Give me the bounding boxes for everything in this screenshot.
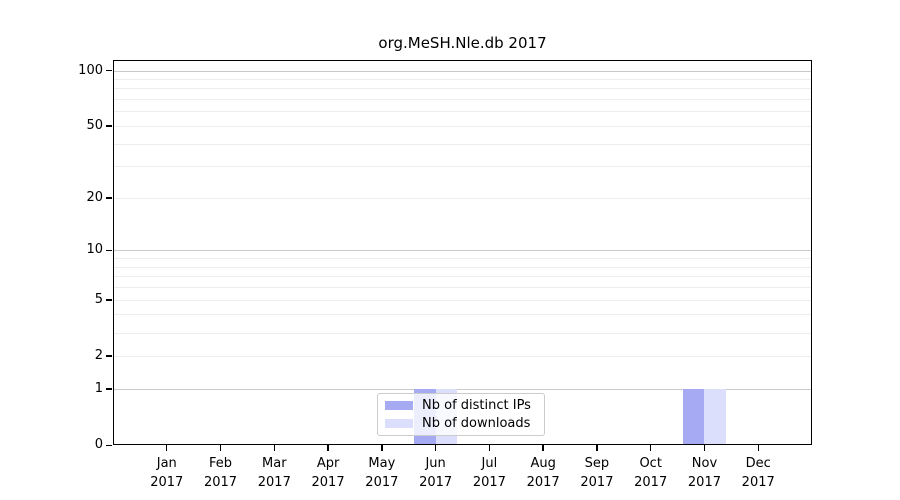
x-axis-label: Aug 2017 <box>526 456 560 490</box>
legend-item-distinct-ips: Nb of distinct IPs <box>385 398 537 413</box>
x-axis-tick <box>166 445 168 451</box>
minor-gridline <box>113 166 812 168</box>
minor-gridline <box>113 78 812 80</box>
x-axis-label: Jan 2017 <box>150 456 184 490</box>
minor-gridline <box>113 287 812 289</box>
minor-gridline <box>113 258 812 260</box>
x-axis-tick <box>596 445 598 451</box>
x-axis-label: Nov 2017 <box>687 456 721 490</box>
chart-title: org.MeSH.Nle.db 2017 <box>378 34 547 52</box>
legend-swatch-distinct-ips <box>385 401 413 410</box>
plot-area: Nb of distinct IPs Nb of downloads 100 50… <box>78 60 812 490</box>
minor-gridline <box>113 111 812 113</box>
bar-distinct-ips <box>682 388 705 445</box>
x-axis-label: Jun 2017 <box>419 456 453 490</box>
x-axis-label: Feb 2017 <box>203 456 238 490</box>
y-axis-label: 100 <box>78 62 103 78</box>
y-axis-tick <box>106 197 112 199</box>
minor-gridline <box>113 276 812 278</box>
x-axis-tick <box>273 445 275 451</box>
x-axis-label: Sep 2017 <box>580 456 614 490</box>
x-axis-label: Apr 2017 <box>311 456 345 490</box>
x-axis-tick <box>703 445 706 451</box>
x-axis-tick <box>488 445 491 451</box>
minor-gridline <box>113 125 812 127</box>
minor-gridline <box>113 88 812 90</box>
x-axis-tick <box>542 445 544 451</box>
y-axis-label: 0 <box>94 437 103 452</box>
y-axis-tick <box>106 388 112 390</box>
y-axis-label: 10 <box>86 242 103 258</box>
y-axis-tick <box>106 125 112 127</box>
plot-frame <box>113 60 812 445</box>
minor-gridline <box>113 332 812 334</box>
x-axis-label: Oct 2017 <box>634 456 668 490</box>
x-axis-label: Jul 2017 <box>472 456 506 490</box>
x-axis-tick <box>757 445 759 451</box>
minor-gridline <box>113 355 812 357</box>
legend-swatch-downloads <box>385 419 413 428</box>
x-axis-tick <box>219 445 222 451</box>
y-axis-label: 1 <box>94 380 103 396</box>
x-axis-tick <box>327 445 329 451</box>
y-axis-label: 50 <box>86 117 103 133</box>
y-axis-label: 2 <box>94 347 103 363</box>
major-gridline <box>113 388 812 390</box>
bar-downloads <box>704 388 726 445</box>
major-gridline <box>113 70 812 72</box>
legend-item-downloads: Nb of downloads <box>385 416 537 431</box>
x-axis-tick <box>649 445 652 451</box>
x-axis-label: Mar 2017 <box>257 456 291 490</box>
x-axis-tick <box>381 445 383 451</box>
y-axis-tick <box>106 70 112 72</box>
x-axis-label: Dec 2017 <box>741 456 775 490</box>
minor-gridline <box>113 143 812 145</box>
major-gridline <box>113 250 812 252</box>
y-axis-label: 20 <box>86 189 103 205</box>
y-axis-tick <box>106 249 112 252</box>
x-axis-tick <box>434 445 437 451</box>
minor-gridline <box>113 299 812 301</box>
legend-label-downloads: Nb of downloads <box>422 416 531 431</box>
minor-gridline <box>113 314 812 316</box>
y-axis-tick <box>106 299 112 301</box>
minor-gridline <box>113 266 812 268</box>
legend-label-distinct-ips: Nb of distinct IPs <box>422 398 531 413</box>
y-axis-tick <box>106 444 112 446</box>
y-axis-tick <box>106 355 112 357</box>
minor-gridline <box>113 197 812 199</box>
legend: Nb of distinct IPs Nb of downloads <box>377 393 545 436</box>
y-axis-label: 5 <box>94 291 103 307</box>
minor-gridline <box>113 99 812 101</box>
x-axis-label: May 2017 <box>365 456 399 490</box>
